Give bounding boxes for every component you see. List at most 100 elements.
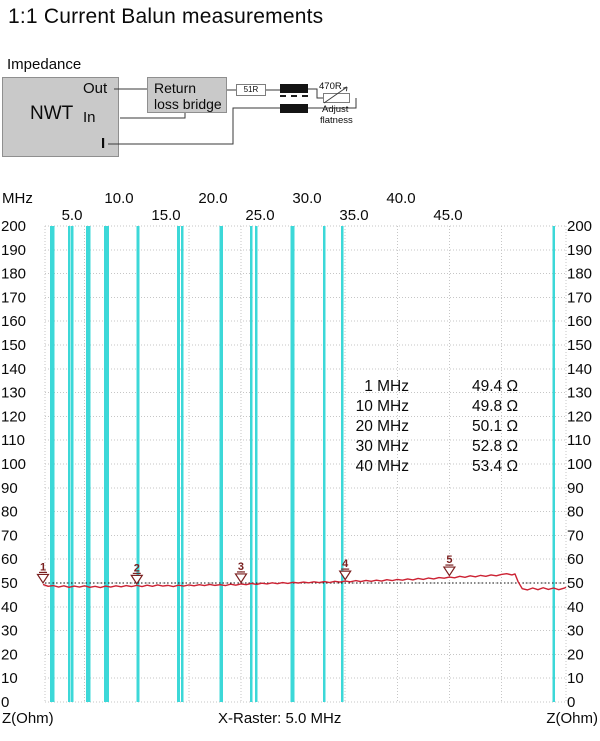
y-axis-label-right: 100 [567, 456, 592, 473]
return-loss-bridge-box: Return loss bridge [147, 77, 227, 113]
x-axis-tick-label: 25.0 [245, 207, 275, 224]
readout-row: 30 MHz 52.8 Ω [352, 437, 518, 457]
x-axis-tick-label: 5.0 [61, 207, 83, 224]
wire-balun-to-pot-bottom [308, 98, 357, 109]
readout-frequency: 10 MHz [355, 398, 409, 415]
y-axis-label-left: 50 [1, 575, 18, 592]
y-axis-label-left: 90 [1, 480, 18, 497]
y-axis-label-right: 130 [567, 385, 592, 402]
x-axis-tick-label: 15.0 [151, 207, 181, 224]
readout-row: 1 MHz 49.4 Ω [352, 377, 518, 397]
y-axis-label-left: 110 [1, 432, 25, 449]
nwt-label: NWT [30, 103, 74, 124]
pot-body [323, 93, 350, 103]
x-axis-tick-label: 35.0 [339, 207, 369, 224]
y-axis-label-left: 60 [1, 551, 18, 568]
y-axis-label-left: 80 [1, 504, 18, 521]
x-axis-tick-label: 45.0 [433, 207, 463, 224]
y-axis-label-right: 180 [567, 266, 592, 283]
readout-frequency: 40 MHz [355, 458, 409, 475]
y-axis-label-left: 160 [1, 313, 26, 330]
readout-impedance: 49.8 Ω [472, 398, 519, 415]
trace-marker-triangle [234, 573, 248, 584]
wire-balun-to-pot-top [308, 88, 323, 99]
x-axis-tick-label: 40.0 [386, 190, 416, 207]
y-axis-label-left: 180 [1, 266, 26, 283]
readout-frequency: 1 MHz [364, 378, 409, 395]
y-axis-label-right: 10 [567, 670, 584, 687]
balun-core-dashed-line [280, 95, 308, 97]
trace-marker-number: 4 [342, 558, 349, 570]
y-axis-label-right: 120 [567, 408, 592, 425]
readout-impedance: 53.4 Ω [472, 458, 519, 475]
y-axis-label-right: 50 [567, 575, 584, 592]
pot-value-label: 470R [319, 81, 342, 92]
y-axis-label-right: 70 [567, 527, 584, 544]
y-axis-label-right: 160 [567, 313, 592, 330]
x-axis-tick-label: 20.0 [198, 190, 228, 207]
wire-in-to-bridge [120, 113, 186, 119]
readout-impedance: 49.4 Ω [472, 378, 519, 395]
y-axis-label-left: 190 [1, 242, 26, 259]
balun-core-bottom-winding [280, 104, 308, 113]
trace-marker-number: 1 [40, 561, 46, 573]
y-axis-label-left: 10 [1, 670, 18, 687]
trace-marker-triangle [338, 570, 352, 581]
y-axis-label-left: 70 [1, 527, 18, 544]
in-port-label: In [83, 109, 96, 126]
y-axis-label-left: 130 [1, 385, 26, 402]
y-axis-label-right: 60 [567, 551, 584, 568]
y-axis-label-right: 0 [567, 694, 575, 711]
x-raster-label: X-Raster: 5.0 MHz [218, 710, 342, 727]
y-axis-label-left: 30 [1, 623, 18, 640]
y-axis-label-left: 150 [1, 337, 26, 354]
y-axis-label-left: 200 [1, 218, 26, 235]
readout-frequency: 30 MHz [355, 438, 409, 455]
nwt-box [2, 77, 119, 157]
y-axis-label-right: 140 [567, 361, 592, 378]
i-port-label: I [101, 135, 106, 152]
marker-readout-table: 1 MHz 49.4 Ω 10 MHz 49.8 Ω 20 MHz 50.1 Ω 30 MH… [352, 377, 518, 477]
y-axis-label-left: 100 [1, 456, 26, 473]
x-axis-tick-label: 10.0 [104, 190, 134, 207]
balun-core-top-winding [280, 84, 308, 93]
y-axis-label-right: 40 [567, 599, 584, 616]
pot-caption-line2: flatness [320, 115, 353, 126]
y-axis-label-left: 140 [1, 361, 26, 378]
y-axis-unit-right: Z(Ohm) [546, 710, 598, 727]
y-axis-label-right: 170 [567, 289, 592, 306]
readout-row: 10 MHz 49.8 Ω [352, 397, 518, 417]
trace-marker-number: 3 [238, 561, 244, 573]
y-axis-label-left: 40 [1, 599, 18, 616]
pot-caption-line1: Adjust [322, 104, 349, 115]
y-axis-label-right: 200 [567, 218, 592, 235]
x-axis-tick-label: 30.0 [292, 190, 322, 207]
pot-wiper-arrow [323, 86, 348, 104]
page-title: 1:1 Current Balun measurements [8, 5, 324, 28]
y-axis-label-left: 120 [1, 408, 26, 425]
y-axis-label-left: 0 [1, 694, 9, 711]
y-axis-label-right: 80 [567, 504, 584, 521]
x-axis-unit-label: MHz [2, 190, 33, 207]
readout-impedance: 52.8 Ω [472, 438, 519, 455]
trace-marker-triangle [130, 574, 144, 585]
y-axis-unit-left: Z(Ohm) [2, 710, 54, 727]
trace-marker-number: 5 [446, 554, 452, 566]
y-axis-label-right: 20 [567, 646, 584, 663]
y-axis-label-left: 170 [1, 289, 26, 306]
y-axis-label-right: 90 [567, 480, 584, 497]
readout-frequency: 20 MHz [355, 418, 409, 435]
bridge-label-line1: Return [154, 80, 197, 96]
impedance-trace [42, 573, 567, 591]
trace-marker-triangle [442, 566, 456, 577]
bridge-label-line2: loss bridge [154, 96, 222, 112]
out-port-label: Out [83, 80, 108, 97]
readout-row: 20 MHz 50.1 Ω [352, 417, 518, 437]
readout-impedance: 50.1 Ω [472, 418, 519, 435]
y-axis-label-right: 30 [567, 623, 584, 640]
diagram-wires [108, 86, 357, 145]
resistor-51r: 51R [236, 84, 266, 96]
y-axis-label-left: 20 [1, 646, 18, 663]
